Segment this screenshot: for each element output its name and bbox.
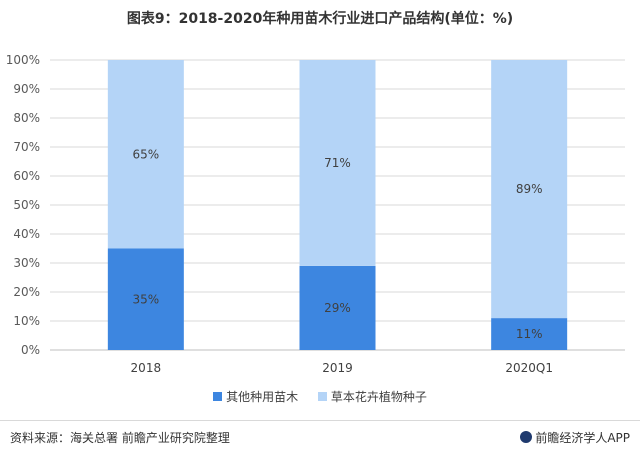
brand: 前瞻经济学人APP <box>520 429 630 446</box>
y-tick-label: 100% <box>6 53 40 67</box>
y-tick-label: 50% <box>13 198 40 212</box>
x-tick-label: 2018 <box>131 361 162 375</box>
y-tick-label: 90% <box>13 82 40 96</box>
chart-title: 图表9：2018-2020年种用苗木行业进口产品结构(单位：%) <box>126 11 514 27</box>
y-tick-label: 60% <box>13 169 40 183</box>
legend-label-series2: 草本花卉植物种子 <box>330 390 427 404</box>
y-tick-label: 20% <box>13 285 40 299</box>
bar-segment <box>491 318 568 350</box>
data-label: 11% <box>516 327 543 341</box>
source-note: 资料来源：海关总署 前瞻产业研究院整理 <box>10 431 230 445</box>
data-label: 71% <box>324 156 351 170</box>
legend-item-series1: 其他种用苗木 <box>213 388 298 405</box>
bar-segment <box>491 60 568 319</box>
legend: 其他种用苗木 草本花卉植物种子 <box>0 388 640 405</box>
bar-segment <box>107 60 184 249</box>
legend-swatch-series1 <box>213 392 223 401</box>
y-tick-label: 30% <box>13 256 40 270</box>
data-label: 65% <box>132 147 159 161</box>
x-tick-label: 2020Q1 <box>505 361 553 375</box>
y-tick-label: 10% <box>13 314 40 328</box>
x-tick-label: 2019 <box>322 361 353 375</box>
bar-segment <box>299 265 376 350</box>
data-label: 29% <box>324 301 351 315</box>
y-tick-label: 80% <box>13 111 40 125</box>
y-tick-label: 70% <box>13 140 40 154</box>
y-tick-label: 0% <box>21 343 40 357</box>
data-label: 35% <box>132 292 159 306</box>
legend-item-series2: 草本花卉植物种子 <box>317 388 427 405</box>
footer: 资料来源：海关总署 前瞻产业研究院整理 前瞻经济学人APP <box>0 420 640 456</box>
stacked-bar-chart: 0% 10% 20% 30% 40% 50% 60% 70% 80% 90% 100% 35% 65% 2… <box>6 53 625 375</box>
data-label: 89% <box>516 182 543 196</box>
qianzhan-logo-icon <box>520 431 533 443</box>
y-tick-label: 40% <box>13 227 40 241</box>
legend-swatch-series2 <box>317 392 327 401</box>
bar-segment <box>299 60 376 266</box>
bar-segment <box>107 248 184 350</box>
brand-label: 前瞻经济学人APP <box>535 431 630 445</box>
legend-label-series1: 其他种用苗木 <box>226 390 299 404</box>
